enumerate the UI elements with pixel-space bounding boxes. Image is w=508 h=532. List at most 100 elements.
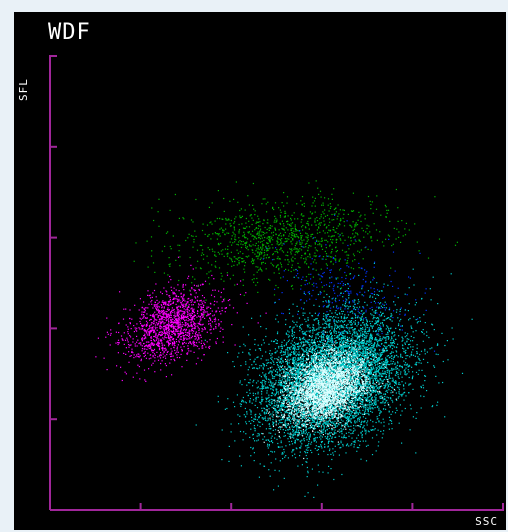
scatter-point [371, 375, 373, 377]
scatter-point [370, 292, 372, 295]
scatter-point [307, 339, 309, 341]
scatter-point [179, 310, 182, 312]
scatter-point [272, 253, 274, 255]
scatter-point [249, 409, 251, 411]
scatter-point [159, 355, 161, 357]
scatter-point [195, 235, 197, 237]
scatter-point [332, 226, 335, 228]
scatter-point [292, 227, 294, 230]
scatter-point [332, 317, 334, 319]
scatter-point [149, 332, 151, 334]
scatter-point [333, 188, 335, 190]
scatter-point [215, 260, 217, 263]
scatter-point [149, 329, 151, 331]
scatter-point [258, 269, 260, 271]
scatter-point [267, 219, 269, 221]
scatter-point [314, 341, 316, 344]
scatter-point [312, 196, 314, 198]
scatter-point [227, 245, 229, 247]
scatter-point [172, 298, 174, 301]
scatter-point [191, 287, 193, 289]
scatter-point [286, 367, 288, 369]
scatter-point [259, 258, 261, 261]
scatter-point [153, 330, 155, 332]
scatter-point [372, 276, 375, 278]
scatter-point [136, 341, 138, 343]
scatter-point [220, 321, 222, 323]
scatter-point [193, 327, 195, 329]
scatter-point [275, 217, 277, 219]
scatter-point [307, 239, 309, 241]
scatter-point [192, 246, 194, 248]
scatter-point [347, 213, 349, 215]
scatter-point [316, 232, 319, 234]
scatter-point [313, 282, 315, 284]
scatter-point [421, 331, 423, 333]
scatter-point [330, 238, 332, 241]
scatter-point [156, 324, 158, 326]
scatter-point [336, 227, 338, 229]
scatter-point [304, 226, 307, 228]
scatter-point [127, 328, 129, 330]
scatter-point [300, 221, 302, 223]
scatter-point [250, 214, 252, 216]
scatter-point [292, 371, 294, 373]
scatter-point [182, 297, 184, 299]
scatter-point [335, 231, 337, 233]
scatter-point [245, 242, 247, 244]
scatter-point [175, 329, 177, 331]
scatter-point [446, 340, 448, 342]
scatter-point [277, 446, 280, 448]
scatter-point [364, 420, 366, 422]
scatter-point [180, 338, 182, 340]
scatter-point [214, 317, 216, 319]
scatter-point [219, 228, 221, 230]
scatter-point [263, 255, 265, 257]
scatter-point [254, 229, 256, 231]
scatter-point [404, 293, 406, 295]
scatter-point [278, 235, 280, 237]
scatter-point [321, 244, 323, 246]
scatter-point [202, 223, 204, 225]
scatter-point [324, 223, 326, 225]
scatter-point [409, 277, 411, 279]
scatter-point [277, 238, 279, 240]
scatter-point [183, 289, 185, 291]
scatter-point [127, 331, 129, 333]
scatter-point [149, 345, 151, 347]
scatter-point [353, 308, 355, 310]
scatter-point [181, 318, 183, 320]
scatter-point [265, 245, 267, 247]
scatter-point [265, 203, 267, 205]
scatter-point [373, 355, 376, 357]
scatter-point [180, 336, 182, 338]
scatter-point [360, 358, 362, 360]
scatter-point [214, 220, 216, 222]
scatter-point [147, 352, 149, 354]
scatter-point [253, 274, 255, 276]
scatter-point [148, 341, 150, 343]
scatter-point [252, 392, 254, 394]
scatter-point [323, 271, 325, 274]
scatter-point [261, 237, 263, 239]
scatter-point [329, 329, 331, 332]
scatter-point [285, 268, 287, 270]
scatter-point [367, 248, 369, 250]
scatter-point [138, 327, 140, 329]
scatter-point [183, 294, 185, 296]
scatter-point [361, 437, 363, 439]
scatter-point [208, 346, 210, 348]
scatter-point [404, 314, 406, 316]
scatter-point [318, 331, 320, 334]
scatter-point [167, 304, 169, 306]
scatter-point [208, 234, 210, 236]
scatter-point [396, 399, 398, 401]
scatter-point [300, 245, 302, 247]
scatter-point [196, 312, 199, 315]
scatter-point [256, 271, 258, 273]
scatter-point [207, 247, 209, 249]
scatter-point [392, 358, 394, 360]
scatter-point [203, 309, 205, 311]
scatter-point [141, 345, 143, 347]
scatter-point [388, 364, 391, 366]
